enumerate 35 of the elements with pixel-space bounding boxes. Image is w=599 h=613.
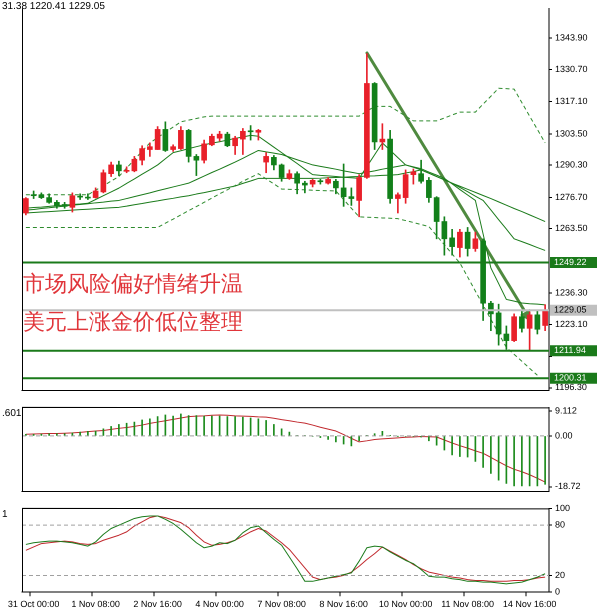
y-tick-label: 1317.10: [555, 96, 588, 106]
y-tick-label: 1290.30: [555, 160, 588, 170]
y-tick-label: 1276.70: [555, 192, 588, 202]
ref-line-label: 1229.05: [554, 304, 587, 315]
x-tick-label: 4 Nov 00:00: [195, 599, 244, 610]
y-tick-label: 1330.70: [555, 64, 588, 74]
y-tick-label: 1343.90: [555, 32, 588, 43]
y-tick-label: 0.00: [555, 430, 573, 440]
annotation: 31.38 1220.41 1229.05: [2, 1, 105, 13]
annotation: 美元上涨金价低位整理: [23, 309, 243, 337]
annotation: 市场风险偏好情绪升温: [23, 271, 243, 299]
text: 1: [2, 509, 8, 521]
x-tick-label: 14 Nov 16:00: [502, 599, 556, 610]
x-tick-label: 8 Nov 16:00: [319, 599, 368, 610]
y-tick-label: 9.112: [555, 406, 577, 416]
y-tick-label: 0: [555, 586, 560, 597]
y-tick-label: 100: [555, 502, 570, 513]
x-tick-label: 1 Nov 08:00: [71, 599, 120, 610]
ref-line-label: 1200.31: [554, 372, 587, 383]
y-tick-label: 80: [555, 520, 566, 530]
x-tick-label: 10 Nov 00:00: [378, 599, 432, 610]
ref-line-label: 1249.22: [554, 256, 587, 267]
x-tick-label: 7 Nov 08:00: [257, 599, 306, 610]
y-tick-label: 1263.50: [555, 223, 588, 234]
y-tick-label: 20: [555, 570, 566, 580]
y-tick-label: 1223.10: [555, 318, 588, 329]
x-tick-label: 31 Oct 00:00: [8, 599, 60, 610]
text: .601: [2, 408, 22, 420]
ref-line-label: 1211.94: [554, 345, 586, 356]
y-tick-label: 1196.30: [555, 382, 587, 392]
x-tick-label: 11 Nov 08:00: [441, 599, 494, 610]
x-tick-label: 2 Nov 16:00: [133, 599, 182, 610]
y-tick-label: 1303.50: [555, 128, 588, 138]
y-tick-label: 1236.30: [555, 288, 588, 298]
y-tick-label: -18.72: [555, 481, 581, 492]
